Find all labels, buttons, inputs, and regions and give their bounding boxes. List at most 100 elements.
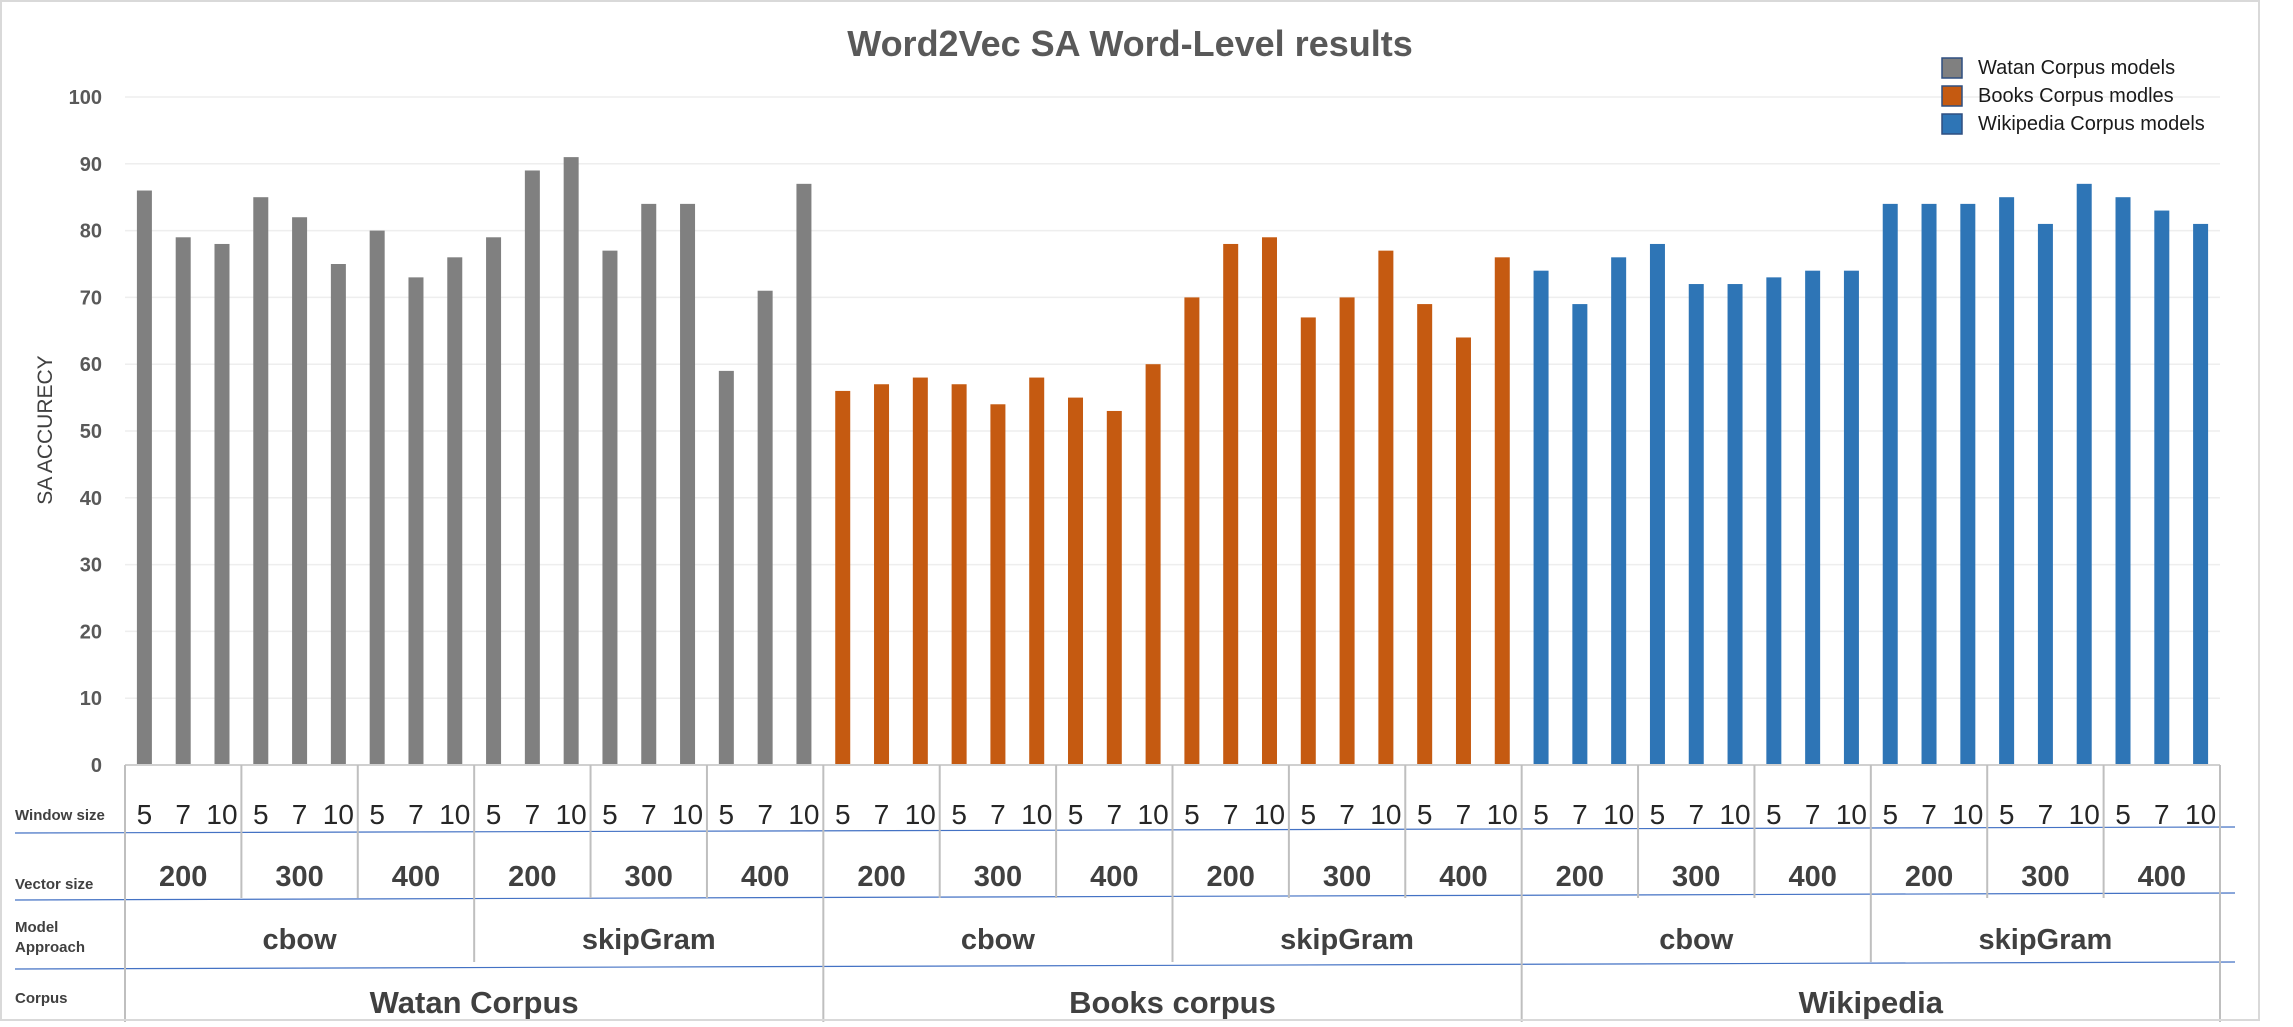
- vector-size-label: 300: [2021, 861, 2069, 893]
- model-approach-label: cbow: [961, 924, 1036, 956]
- vector-size-label: 400: [392, 861, 440, 893]
- window-size-label: 10: [2185, 799, 2216, 830]
- bar: [1300, 317, 1316, 765]
- bar: [408, 277, 424, 765]
- bar: [292, 217, 308, 766]
- window-size-label: 5: [253, 799, 269, 830]
- bar: [2076, 183, 2092, 766]
- window-size-label: 7: [1456, 799, 1472, 830]
- bar: [951, 384, 967, 765]
- vector-size-label: 400: [2138, 861, 2186, 893]
- bar: [1029, 377, 1045, 765]
- vector-size-label: 200: [508, 861, 556, 893]
- corpus-label: Watan Corpus: [370, 985, 579, 1020]
- bar: [2037, 223, 2053, 766]
- bar: [1766, 277, 1782, 765]
- bar: [1805, 270, 1821, 765]
- y-tick-label: 10: [80, 688, 102, 710]
- bar: [1417, 304, 1433, 765]
- bar: [1921, 203, 1937, 765]
- bar: [1611, 257, 1627, 765]
- bar: [1843, 270, 1859, 765]
- bar: [1727, 284, 1743, 765]
- window-size-label: 5: [1417, 799, 1433, 830]
- window-size-label: 10: [1603, 799, 1634, 830]
- bar: [2154, 210, 2170, 765]
- bar: [1999, 197, 2015, 765]
- window-size-label: 10: [1021, 799, 1052, 830]
- y-tick-label: 30: [80, 555, 102, 577]
- legend-swatch: [1941, 85, 1963, 107]
- model-approach-label: cbow: [1659, 924, 1734, 956]
- window-size-label: 5: [1882, 799, 1898, 830]
- vector-size-label: 200: [1206, 861, 1254, 893]
- y-tick-label: 90: [80, 154, 102, 176]
- bar: [1378, 250, 1394, 765]
- window-size-label: 7: [175, 799, 191, 830]
- window-size-label: 5: [1533, 799, 1549, 830]
- row-separator: [14, 892, 2236, 901]
- window-size-label: 5: [1300, 799, 1316, 830]
- bar: [1882, 203, 1898, 765]
- bar: [990, 404, 1006, 765]
- window-size-label: 10: [439, 799, 470, 830]
- row-label-corpus: Corpus: [15, 990, 68, 1007]
- bar: [563, 157, 579, 765]
- bar: [1649, 243, 1665, 765]
- vector-size-label: 400: [1788, 861, 1836, 893]
- model-approach-label: skipGram: [582, 924, 716, 956]
- bar: [1339, 297, 1355, 765]
- row-separator: [14, 826, 2236, 834]
- bar: [874, 384, 890, 765]
- window-size-label: 5: [2115, 799, 2131, 830]
- bar: [214, 243, 230, 765]
- y-tick-label: 0: [91, 755, 102, 777]
- window-size-label: 7: [525, 799, 541, 830]
- window-size-label: 5: [835, 799, 851, 830]
- vector-size-label: 200: [159, 861, 207, 893]
- bar: [524, 170, 540, 766]
- y-tick-label: 70: [80, 287, 102, 309]
- vector-size-label: 200: [1556, 861, 1604, 893]
- window-size-label: 7: [1805, 799, 1821, 830]
- window-size-label: 10: [1487, 799, 1518, 830]
- bar: [447, 257, 463, 765]
- bar: [912, 377, 928, 765]
- bar: [835, 390, 851, 765]
- window-size-label: 5: [719, 799, 735, 830]
- window-size-label: 7: [990, 799, 1006, 830]
- bar: [1184, 297, 1200, 765]
- vector-size-label: 300: [1323, 861, 1371, 893]
- window-size-label: 7: [874, 799, 890, 830]
- window-size-label: 10: [323, 799, 354, 830]
- window-size-label: 5: [369, 799, 385, 830]
- window-size-label: 5: [951, 799, 967, 830]
- bar: [757, 290, 773, 765]
- chart-frame: [0, 0, 2260, 1021]
- bar: [796, 183, 812, 766]
- vector-size-label: 200: [1905, 861, 1953, 893]
- bar: [1455, 337, 1471, 765]
- bar: [602, 250, 618, 765]
- category-table: Window size Vector size Model Approach Corpu…: [14, 764, 2236, 1022]
- legend-swatch: [1941, 113, 1963, 135]
- window-size-label: 10: [1719, 799, 1750, 830]
- y-tick-label: 60: [80, 354, 102, 376]
- row-label-model: Model Approach: [15, 919, 85, 956]
- bar: [1688, 284, 1704, 765]
- bar: [2193, 223, 2209, 766]
- window-size-label: 5: [1766, 799, 1782, 830]
- grid-lines: [125, 96, 2220, 699]
- y-tick-label: 100: [69, 87, 102, 109]
- bar: [136, 190, 152, 765]
- window-size-label: 7: [2154, 799, 2170, 830]
- vector-size-label: 400: [1439, 861, 1487, 893]
- window-size-label: 10: [1836, 799, 1867, 830]
- vector-size-label: 200: [857, 861, 905, 893]
- legend-label: Books Corpus modles: [1978, 85, 2174, 107]
- window-size-label: 5: [1184, 799, 1200, 830]
- chart-title: Word2Vec SA Word-Level results: [847, 23, 1413, 64]
- y-tick-label: 50: [80, 421, 102, 443]
- vector-size-label: 300: [625, 861, 673, 893]
